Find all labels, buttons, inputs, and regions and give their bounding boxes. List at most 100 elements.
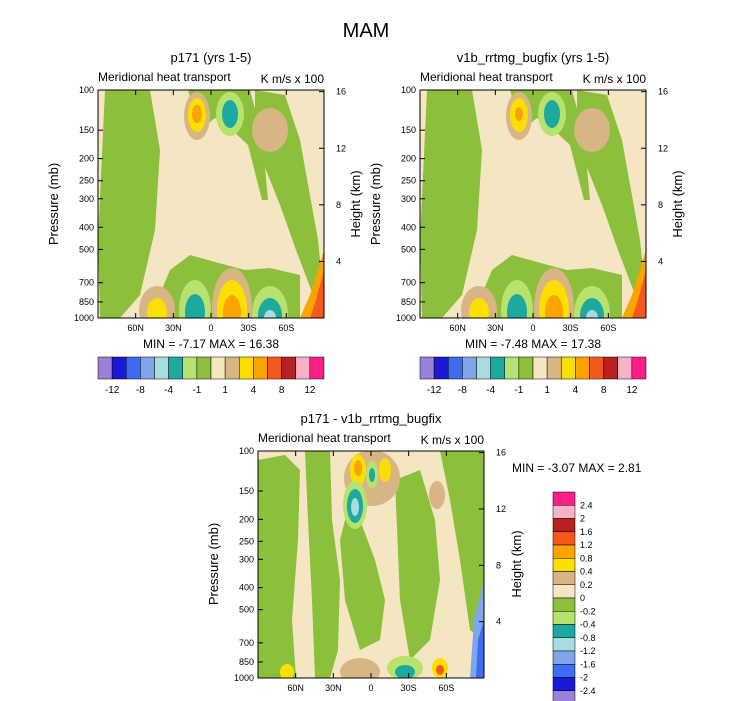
colorbar-label: -0.2 (580, 606, 596, 616)
colorbar-swatch (476, 356, 491, 380)
lobe-tan-north (574, 108, 610, 152)
colorbar-swatch (552, 690, 576, 701)
edge-hot-south-core (310, 270, 324, 318)
x-tick-label: 60N (449, 323, 466, 333)
x-tick-label: 30N (487, 323, 504, 333)
band-green-2 (305, 451, 340, 678)
colorbar-swatch (518, 356, 534, 380)
colorbar-label: 0 (580, 593, 585, 603)
y-tick-label: 1000 (396, 313, 416, 323)
cell-mid-neg-core (351, 498, 359, 516)
colorbar-swatch (154, 356, 169, 380)
x-tick-label: 30S (401, 683, 417, 693)
y-tick-label: 400 (239, 583, 254, 593)
colorbar-swatch (617, 356, 633, 380)
panel-subtitle-left: Meridional heat transport (98, 70, 231, 84)
colorbar-swatch (448, 356, 463, 380)
colorbar-swatch (552, 597, 576, 612)
colorbar-label: 1.2 (580, 540, 593, 550)
colorbar-swatch (532, 356, 548, 380)
colorbar-swatch (239, 356, 254, 380)
colorbar-label: -1 (192, 385, 201, 396)
colorbar-swatch (462, 356, 477, 380)
colorbar-swatch (589, 356, 604, 380)
y-tick-label: 300 (79, 194, 94, 204)
x-tick-label: 30S (241, 323, 257, 333)
y-tick-label: 400 (79, 222, 94, 232)
panel-subtitle-left: Meridional heat transport (258, 431, 391, 445)
panel-title: p171 (yrs 1-5) (171, 50, 252, 65)
y2-tick-label: 12 (496, 504, 506, 514)
y-tick-label: 150 (79, 125, 94, 135)
panel-title: p171 - v1b_rrtmg_bugfix (301, 411, 442, 426)
y-tick-label: 150 (401, 125, 416, 135)
y2-tick-label: 16 (336, 87, 346, 97)
x-tick-label: 0 (530, 323, 535, 333)
panel-title: v1b_rrtmg_bugfix (yrs 1-5) (457, 50, 609, 65)
cell-low-neg-core (395, 665, 415, 678)
lobe-cool-core (544, 100, 560, 128)
axis-group: 100 150 200 250 300 400 500 700 850 1000 60N 30N 0 30… (396, 85, 668, 333)
colorbar-swatch (552, 664, 576, 678)
contour-field (420, 90, 646, 318)
min-max-label: MIN = -7.48 MAX = 17.38 (465, 337, 601, 351)
colorbar-label: 1.6 (580, 527, 593, 537)
colorbar-swatch (140, 356, 155, 380)
y-tick-label: 500 (401, 244, 416, 254)
y2-tick-label: 4 (496, 617, 501, 627)
cell-upper-pos2 (379, 458, 391, 482)
band-green-north (98, 90, 160, 318)
colorbar-label: 2 (580, 514, 585, 524)
band-green-4 (395, 470, 440, 660)
y-tick-label: 250 (79, 176, 94, 186)
cell-low-d-core (258, 298, 282, 318)
y-tick-label: 700 (79, 278, 94, 288)
colorbar-label: 2.4 (580, 500, 593, 510)
colorbar-swatch (561, 356, 576, 380)
colorbar-swatch (552, 637, 576, 652)
colorbar-label: 1 (544, 385, 550, 396)
y2-tick-label: 8 (336, 200, 341, 210)
cell-low-tan (340, 658, 380, 678)
colorbar-label: -1.2 (580, 646, 596, 656)
lobe-warm-core (192, 105, 202, 123)
colorbar-swatch (552, 650, 576, 665)
colorbar-swatch (552, 505, 576, 519)
colorbar-swatch (552, 491, 576, 506)
y-tick-label: 500 (239, 605, 254, 615)
colorbar-label: -8 (458, 385, 467, 396)
panel-subtitle-right: K m/s x 100 (421, 433, 485, 447)
colorbar-swatch (182, 356, 198, 380)
colorbar-swatch (126, 356, 141, 380)
y-tick-label: 1000 (74, 313, 94, 323)
colorbar-swatch (490, 356, 505, 380)
cell-low-north (280, 664, 294, 678)
cell-low-d-inner (586, 310, 598, 318)
colorbar-swatch (552, 531, 576, 546)
colorbar-label: 12 (304, 385, 316, 396)
colorbar-label: 0.4 (580, 567, 593, 577)
contour-field (258, 451, 484, 678)
colorbar-swatch (546, 356, 562, 380)
y-tick-label: 700 (401, 278, 416, 288)
colorbar-label: 4 (573, 385, 579, 396)
colorbar-swatch (295, 356, 311, 380)
colorbar-swatch (552, 558, 576, 572)
cell-upper-pos-core (354, 460, 362, 476)
y2-tick-label: 16 (496, 448, 506, 458)
colorbar-label: 0.8 (580, 553, 593, 563)
min-max-label: MIN = -3.07 MAX = 2.81 (512, 461, 642, 475)
colorbar-swatch (552, 624, 576, 638)
colorbar-swatch (267, 356, 282, 380)
x-tick-label: 60S (600, 323, 616, 333)
colorbar-label: 8 (601, 385, 607, 396)
colorbar-swatch (419, 356, 435, 380)
cell-low-c-core (223, 295, 241, 318)
y-axis-label: Pressure (mb) (368, 163, 383, 245)
colorbar-label: 12 (626, 385, 638, 396)
colorbar-swatch (196, 356, 212, 380)
y2-tick-label: 12 (336, 143, 346, 153)
y-tick-label: 500 (79, 244, 94, 254)
x-tick-label: 60N (287, 683, 304, 693)
